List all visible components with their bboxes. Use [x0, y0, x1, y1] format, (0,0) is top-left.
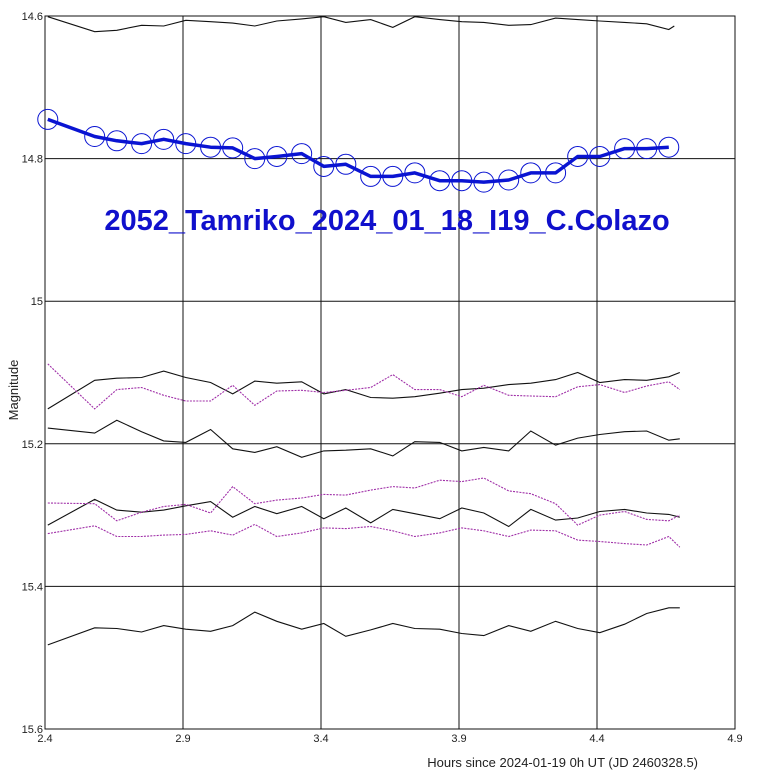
y-tick-label: 15.2	[22, 439, 43, 451]
comparison-series-line	[47, 419, 680, 458]
x-tick-label: 2.9	[175, 733, 190, 745]
y-tick-label: 14.6	[22, 11, 43, 23]
x-tick-label: 4.9	[727, 733, 742, 745]
comparison-series-line	[47, 16, 675, 33]
x-tick-label: 4.4	[589, 733, 604, 745]
target-point	[335, 153, 357, 175]
y-tick-label: 15.4	[22, 581, 43, 593]
comparison-series-line	[47, 607, 680, 646]
x-tick-label: 3.4	[313, 733, 328, 745]
target-point	[200, 136, 222, 158]
plot-frame	[44, 15, 736, 730]
comparison-series-line	[47, 498, 680, 528]
target-point	[153, 128, 175, 150]
target-point	[106, 130, 128, 152]
target-point	[520, 162, 542, 184]
x-tick-label: 3.9	[451, 733, 466, 745]
target-point	[658, 136, 680, 158]
target-point	[382, 165, 404, 187]
target-point	[589, 145, 611, 167]
check-series-group	[47, 363, 681, 548]
x-tick-labels: 2.4 2.9 3.4 3.9 4.4 4.9	[37, 733, 742, 745]
y-axis-label: Magnitude	[6, 360, 21, 421]
target-point	[37, 108, 59, 130]
target-point	[404, 162, 426, 184]
comparison-series-group	[47, 16, 681, 646]
y-tick-labels: 14.6 14.8 15 15.2 15.4 15.6	[22, 11, 43, 736]
target-series-group	[37, 108, 680, 193]
target-point	[266, 145, 288, 167]
target-point	[175, 133, 197, 155]
target-point	[84, 125, 106, 147]
target-point	[291, 143, 313, 165]
check-series-line	[47, 363, 681, 410]
target-point	[567, 145, 589, 167]
y-tick-label: 15.6	[22, 724, 43, 736]
target-point	[131, 133, 153, 155]
grid-lines	[44, 15, 736, 730]
target-point	[498, 169, 520, 191]
chart-title: 2052_Tamriko_2024_01_18_I19_C.Colazo	[104, 205, 669, 237]
target-point	[545, 162, 567, 184]
x-tick-label: 2.4	[37, 733, 52, 745]
target-point	[244, 148, 266, 170]
check-series-line	[47, 523, 681, 548]
target-point	[473, 171, 495, 193]
x-axis-label: Hours since 2024-01-19 0h UT (JD 2460328…	[427, 755, 698, 770]
comparison-series-line	[47, 370, 681, 410]
target-point	[451, 170, 473, 192]
target-point	[614, 138, 636, 160]
target-point	[313, 155, 335, 177]
target-point	[222, 137, 244, 159]
target-point	[636, 138, 658, 160]
y-tick-label: 14.8	[22, 154, 43, 166]
check-series-line	[47, 477, 681, 526]
target-series-line	[47, 117, 669, 184]
y-tick-label: 15	[31, 296, 43, 308]
target-point	[429, 170, 451, 192]
target-point	[360, 165, 382, 187]
